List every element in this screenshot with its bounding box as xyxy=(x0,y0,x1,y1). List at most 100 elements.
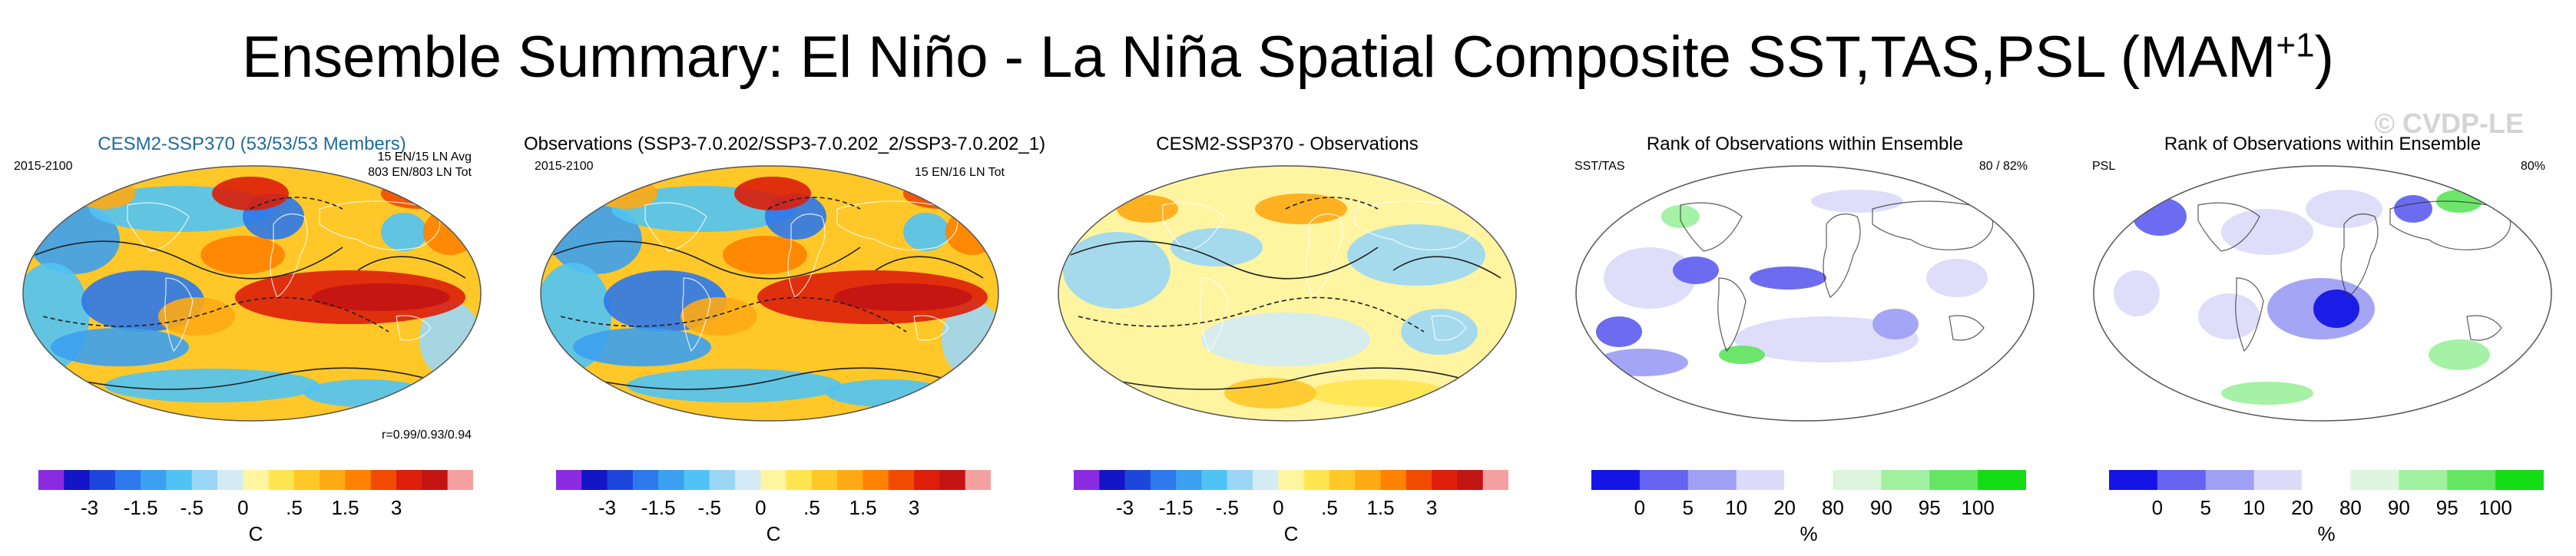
coastline xyxy=(1431,315,1467,341)
colorbar-tick-label: 100 xyxy=(1961,496,1994,519)
colorbar-tick-label: .5 xyxy=(1321,496,1338,519)
colorbar-swatch xyxy=(863,470,889,490)
anomaly-region xyxy=(312,283,450,311)
psl-contour xyxy=(1285,197,1379,210)
coastline xyxy=(396,315,432,341)
colorbar-tick-label: 0 xyxy=(755,496,766,519)
colorbar: -3 -1.5 -.5 0 .5 1.5 3 C xyxy=(556,470,991,545)
map-border xyxy=(540,165,999,422)
psl-contour xyxy=(250,197,343,210)
colorbar-swatch xyxy=(1150,470,1177,490)
anomaly-region xyxy=(1347,224,1485,286)
colorbar-swatch xyxy=(1176,470,1202,490)
rank-region xyxy=(1596,349,1688,376)
panel-rank-psl: Rank of Observations within Ensemble PSL… xyxy=(2077,123,2568,553)
coastline xyxy=(1823,213,1861,298)
colorbar-swatch xyxy=(1784,470,1834,491)
rank-region xyxy=(2221,209,2313,255)
colorbar-swatch xyxy=(1881,470,1930,490)
colorbar-swatch xyxy=(556,470,582,490)
colorbar-swatch xyxy=(396,470,422,490)
figure-title: Ensemble Summary: El Niño - La Niña Spat… xyxy=(0,23,2576,92)
watermark: © CVDP-LE xyxy=(2374,108,2524,139)
coastline xyxy=(836,200,959,250)
panel-rank-sst-tas: Rank of Observations within Ensemble SST… xyxy=(1559,123,2051,553)
colorbar-swatch xyxy=(658,470,684,490)
psl-contour xyxy=(357,256,466,279)
colorbar-swatch xyxy=(786,470,813,490)
psl-contour xyxy=(1070,240,1379,280)
colorbar-tick-label: 5 xyxy=(2200,496,2211,519)
psl-contour xyxy=(1078,296,1425,333)
colorbar-swatch xyxy=(191,470,218,490)
colorbar-swatch xyxy=(914,470,940,490)
colorbar-swatch xyxy=(1201,470,1228,490)
colorbar-swatch xyxy=(422,470,449,490)
colorbar-swatch xyxy=(166,470,193,490)
figure-title-superscript: +1 xyxy=(2276,26,2315,65)
colorbar-swatch xyxy=(1591,470,1641,490)
coastline xyxy=(1305,213,1343,298)
panel-title: CESM2-SSP370 (53/53/53 Members) xyxy=(98,134,406,154)
colorbar-swatch xyxy=(1457,470,1484,490)
coastline xyxy=(2197,202,2260,252)
colorbar-tick-label: 0 xyxy=(2152,496,2163,519)
figure-title-suffix: ) xyxy=(2314,25,2334,90)
colorbar-tick-label: 10 xyxy=(1725,496,1747,519)
coastline xyxy=(913,315,949,341)
panel-title: Rank of Observations within Ensemble xyxy=(1646,134,1964,154)
colorbar-tick-label: -1.5 xyxy=(1159,496,1194,519)
colorbar-swatch xyxy=(2495,470,2544,490)
coastline xyxy=(2235,277,2264,352)
colorbar-swatch xyxy=(2350,470,2399,490)
colorbar-swatch xyxy=(1833,470,1882,490)
psl-contour xyxy=(552,240,861,280)
psl-contour xyxy=(65,367,451,390)
colorbar-tick-label: -.5 xyxy=(698,496,721,519)
coastline xyxy=(1872,200,1994,250)
colorbar-swatch xyxy=(684,470,710,490)
colorbar-tick-label: 1.5 xyxy=(331,496,359,519)
variable-label: SST/TAS xyxy=(1574,160,1625,173)
colorbar-tick-label: -3 xyxy=(1116,496,1134,519)
colorbar-tick-label: 90 xyxy=(2388,496,2410,519)
colorbar-tick-label: -.5 xyxy=(180,496,204,519)
colorbar-swatch xyxy=(370,470,397,490)
map-field xyxy=(2094,166,2551,421)
anomaly-region xyxy=(903,213,949,251)
colorbar-swatch xyxy=(760,470,787,490)
colorbar-tick-label: 5 xyxy=(1683,496,1694,519)
colorbar-tick-label: 0 xyxy=(1634,496,1645,519)
event-count-total: 803 EN/803 LN Tot xyxy=(368,166,472,179)
anomaly-region xyxy=(304,379,427,407)
colorbar: -3 -1.5 -.5 0 .5 1.5 3 C xyxy=(38,470,473,545)
coastline xyxy=(270,213,308,298)
rank-region xyxy=(2114,270,2160,316)
anomaly-region xyxy=(627,369,842,402)
colorbar-swatch xyxy=(1380,470,1407,490)
psl-contour xyxy=(42,296,389,333)
coastline xyxy=(164,277,194,352)
coastline xyxy=(2389,200,2511,250)
colorbar-swatch xyxy=(965,470,991,490)
colorbar-swatch xyxy=(1303,470,1330,490)
rank-map xyxy=(2093,165,2552,422)
panel-ensemble-mean: CESM2-SSP370 (53/53/53 Members) 2015-210… xyxy=(6,123,498,553)
event-count-total: 15 EN/16 LN Tot xyxy=(914,166,1005,179)
anomaly-region xyxy=(1255,194,1347,224)
colorbar-swatch xyxy=(2157,470,2207,490)
rank-region xyxy=(1750,266,1826,290)
rank-region xyxy=(1872,309,1919,339)
rank-percentage: 80 / 82% xyxy=(1978,160,2028,173)
colorbar-swatch xyxy=(64,470,91,490)
colorbar-unit-label: C xyxy=(249,522,263,545)
panel-title: Rank of Observations within Ensemble xyxy=(2164,134,2482,154)
colorbar-swatch xyxy=(1227,470,1253,490)
rank-percentage: 80% xyxy=(2520,160,2545,173)
sst-composite-map xyxy=(22,165,482,422)
colorbar-swatch xyxy=(320,470,346,490)
colorbar-swatch xyxy=(217,470,243,490)
rank-region xyxy=(2306,190,2382,228)
colorbar-swatch xyxy=(2399,470,2448,490)
difference-map xyxy=(1058,165,1517,422)
